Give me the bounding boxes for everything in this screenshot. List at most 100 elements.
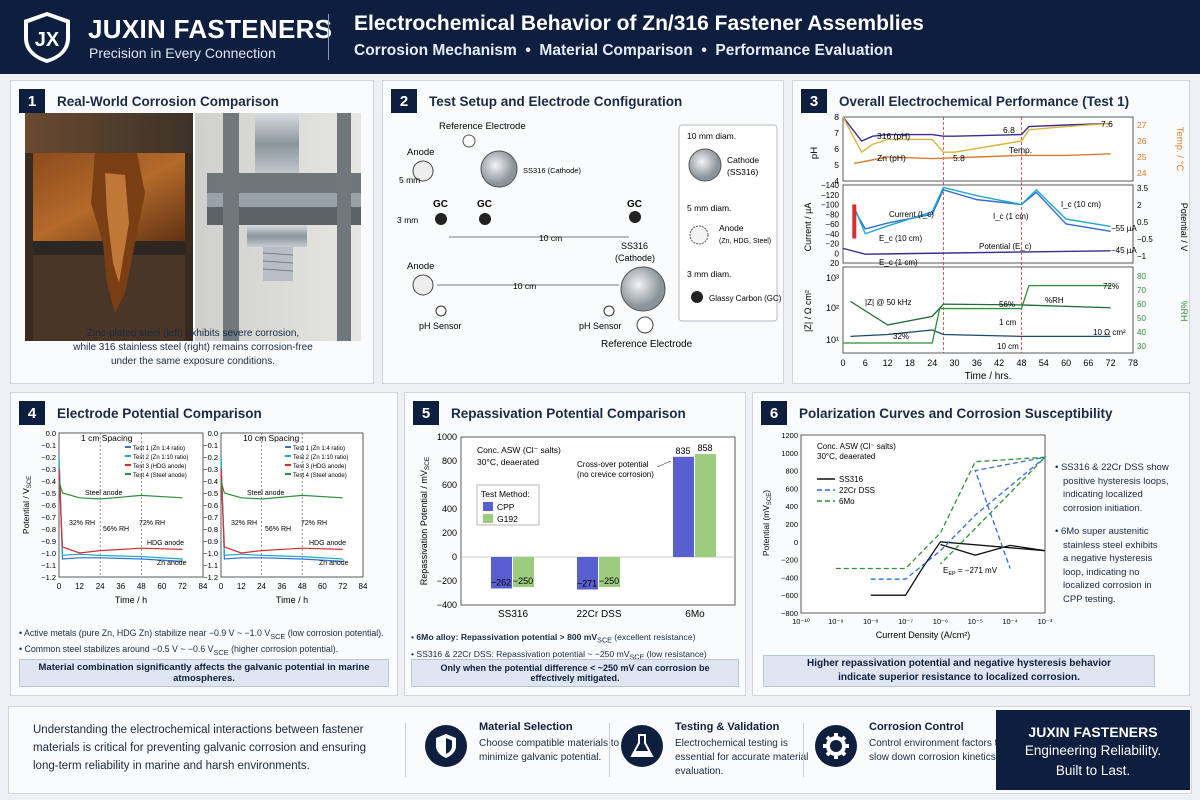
series-label: 72% RH [139,520,165,527]
y-tick-label: 200 [785,520,798,529]
x-tick-label: 54 [1039,358,1049,368]
panel-number: 5 [413,401,439,425]
y-tick-label: −0.1 [203,441,218,450]
x-tick-label: 84 [359,582,368,591]
x-tick-label: 66 [1083,358,1093,368]
y-tick-label: 400 [785,502,798,511]
cathode-electrode [480,150,518,188]
electrode-setup-diagram: Reference Electrode Anode 5 mm SS316 (Ca… [397,121,782,350]
series-line-Temp. [854,153,1111,165]
series-label: I_c (1 cm) [993,212,1029,221]
y-axis-label: Potential (mVSCE) [761,490,773,556]
series-line-I_c (1 cm) [853,189,1111,233]
y-tick-label: −0.4 [41,477,56,486]
y-tick-label: 600 [442,480,457,490]
y-tick-label: 10¹ [826,335,839,345]
legend-entry: Test 2 (Zn 1:10 ratio) [133,455,188,461]
y2-tick-label: 2 [1137,201,1142,210]
ep-label: EEP = −271 mV [943,566,998,577]
svg-text:Anode: Anode [719,223,744,233]
svg-text:Reference Electrode: Reference Electrode [601,339,693,350]
series-label: 72% RH [301,520,327,527]
annotation: 30°C, deaerated [477,457,539,467]
y-tick-label: −0.6 [203,501,218,510]
y2-tick-label: −1 [1137,252,1147,261]
label-anode: Anode [407,147,434,158]
bar-G192 [513,557,534,587]
legend-entry: 22Cr DSS [839,486,875,495]
series-label: 56% RH [265,526,291,533]
y-tick-label: −1.2 [203,573,218,582]
svg-text:Glassy Carbon (GC): Glassy Carbon (GC) [709,294,782,303]
series-line [220,480,343,500]
series-label: 56% RH [103,526,129,533]
potential-charts: 0.0 −0.1 −0.2 −0.3 −0.4 −0.5 −0.6 −0.7 −0.8 −0.9 −… [21,429,368,605]
data-label: 835 [675,446,690,456]
series-label: 7.6 [1101,119,1113,129]
panel-number: 4 [19,401,45,425]
legend-entry: Test 1 (Zn 1:4 ratio) [293,446,345,452]
y-tick-label: −0.4 [203,477,218,486]
y-tick-label: −1.0 [41,549,56,558]
x-category-label: 22Cr DSS [576,609,621,620]
y-tick-label: −0.2 [41,453,56,462]
svg-text:SS316: SS316 [621,241,648,251]
series-label: −55 µA [1111,224,1137,233]
x-tick-label: 42 [994,358,1004,368]
x-axis-label: Time / h [276,595,308,605]
plot-frame [800,434,1046,614]
y-tick-label: −40 [825,230,839,239]
panel-number: 1 [19,89,45,113]
y-tick-label: −20 [825,240,839,249]
y-tick-label: 0 [794,538,798,547]
x-tick-label: 36 [972,358,982,368]
data-label: −271 [577,579,597,589]
y-tick-label: −0.7 [41,513,56,522]
legend-entry: Test 3 (HDG anode) [293,464,346,470]
legend-title: Test Method: [481,489,530,499]
y2-tick-label: 0.5 [1137,218,1149,227]
x-tick-label: 18 [905,358,915,368]
y2-tick-label: −0.5 [1137,235,1153,244]
annotation: Conc. ASW (Cl⁻ salts) [477,445,561,455]
y-tick-label: −0.9 [41,537,56,546]
y-tick-label: 8 [834,112,839,122]
y-tick-label: 1000 [781,449,798,458]
x-tick-label: 10⁻⁹ [828,617,844,626]
series-label: 56% [999,300,1015,309]
polarization-notes: • SS316 & 22Cr DSS show positive hystere… [1055,462,1169,605]
series-line-316 (pH) [842,116,1111,142]
header-divider [328,14,329,60]
x-tick-label: 60 [1061,358,1071,368]
curve-SS316 [870,541,1046,596]
svg-text:Anode: Anode [407,261,434,272]
callout-arrow [656,460,672,468]
legend-gc-icon [691,291,703,303]
legend-swatch [483,514,493,523]
series-label: HDG anode [309,540,346,547]
svg-text:3 mm diam.: 3 mm diam. [687,269,731,279]
bar-G192 [695,454,716,557]
footer-brand-box: JUXIN FASTENERS Engineering Reliability.… [996,710,1190,790]
y-tick-label: 800 [785,467,798,476]
x-tick-label: 36 [277,582,286,591]
y-tick-label: −0.8 [41,525,56,534]
legend-entry: SS316 [839,475,864,484]
y-axis-label: pH [809,147,820,159]
y2-axis-label: Potential / V [1179,203,1189,252]
series-label: −45 µA [1111,246,1137,255]
svg-text:5 mm: 5 mm [399,175,420,185]
series-label: 10 cm [997,342,1019,351]
svg-text:5 mm diam.: 5 mm diam. [687,203,731,213]
y2-tick-label: 26 [1137,136,1147,146]
polarization-summary-box: Higher repassivation potential and negat… [763,655,1155,687]
panel-title: Repassivation Potential Comparison [451,405,686,421]
annotation: Conc. ASW (Cl⁻ salts) [817,442,896,451]
series-line-I_c (10 cm) [853,186,1111,235]
y-tick-label: −0.3 [41,465,56,474]
flask-icon [630,734,654,757]
plot-frame-0 [842,116,1134,182]
plot-frame-2 [842,266,1134,354]
y-tick-label: −200 [437,576,457,586]
series-label: HDG anode [147,540,184,547]
